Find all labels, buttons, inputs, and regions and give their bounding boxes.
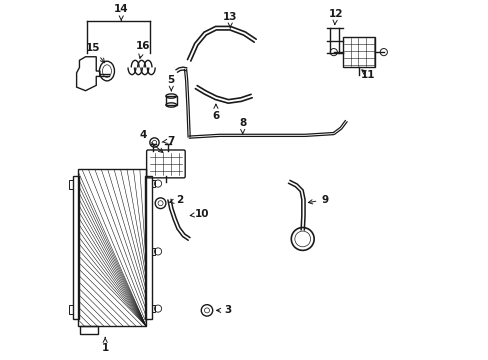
Text: 10: 10	[190, 209, 208, 219]
Text: 8: 8	[239, 118, 246, 134]
Bar	[151, 180, 155, 187]
Bar	[151, 248, 155, 255]
Bar	[80, 327, 98, 334]
Text: 11: 11	[360, 69, 374, 80]
Bar	[69, 180, 73, 189]
Bar	[145, 176, 151, 319]
Text: 1: 1	[102, 337, 109, 353]
Text: 16: 16	[135, 41, 150, 58]
Text: 5: 5	[167, 75, 175, 91]
Text: 13: 13	[223, 13, 237, 28]
Bar	[69, 305, 73, 314]
Text: 6: 6	[212, 104, 219, 121]
Text: 15: 15	[85, 43, 104, 63]
Bar	[73, 176, 80, 319]
Text: 2: 2	[169, 195, 183, 204]
Text: 9: 9	[308, 195, 328, 204]
Text: 7: 7	[162, 136, 175, 146]
Text: 12: 12	[327, 9, 342, 24]
Text: 14: 14	[114, 4, 128, 20]
Bar	[165, 96, 176, 105]
Bar	[342, 37, 374, 67]
Text: 3: 3	[216, 305, 232, 315]
Text: 4: 4	[139, 130, 163, 153]
Bar	[151, 305, 155, 312]
Bar	[78, 169, 146, 327]
